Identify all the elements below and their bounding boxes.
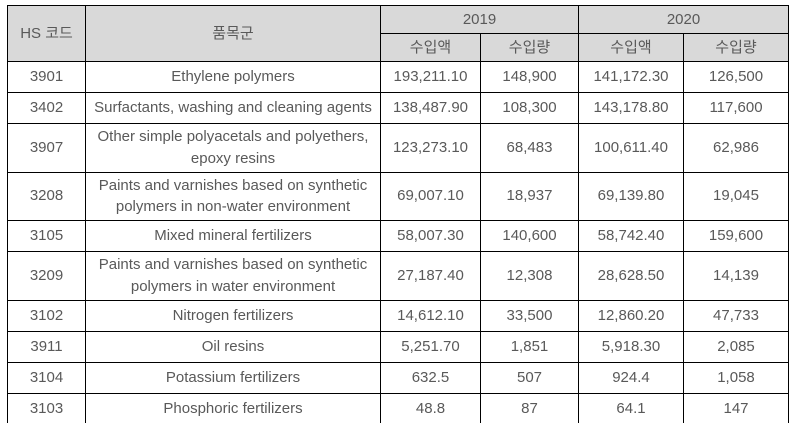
import-quantity-2019-cell: 18,937 xyxy=(480,171,579,221)
table-row: 3105 Mixed mineral fertilizers 58,007.30 14… xyxy=(7,220,789,252)
import-value-2020-cell: 924.4 xyxy=(578,361,684,394)
header-year-2020: 2020 xyxy=(578,5,789,34)
import-quantity-2019-cell: 148,900 xyxy=(480,61,579,93)
header-row-measures: 수입액 수입량 수입액 수입량 xyxy=(8,33,789,62)
import-quantity-2019-cell: 108,300 xyxy=(480,92,579,124)
header-2019-import-value: 수입액 xyxy=(380,33,481,62)
hs-code-cell: 3209 xyxy=(7,251,86,301)
import-value-2020-cell: 12,860.20 xyxy=(578,299,684,332)
table-row: 3911 Oil resins 5,251.70 1,851 5,918.30 2,085 xyxy=(7,330,789,363)
hs-code-cell: 3208 xyxy=(7,171,86,221)
import-value-2019-cell: 5,251.70 xyxy=(380,330,481,363)
hs-code-cell: 3402 xyxy=(7,92,86,124)
import-value-2019-cell: 69,007.10 xyxy=(380,171,481,221)
header-row-years: HS 코드 품목군 2019 2020 xyxy=(7,5,789,62)
product-group-cell: Paints and varnishes based on synthetic … xyxy=(85,171,381,221)
import-quantity-2019-cell: 87 xyxy=(480,392,579,423)
hs-code-cell: 3105 xyxy=(7,220,86,252)
hs-code-cell: 3103 xyxy=(7,392,86,423)
import-statistics-table: HS 코드 품목군 2019 2020 수입액 수입량 수입액 수입량 3901… xyxy=(7,5,789,423)
import-quantity-2020-cell: 47,733 xyxy=(683,299,789,332)
table-row: 3907 Other simple polyacetals and polyeth… xyxy=(7,123,789,173)
import-quantity-2019-cell: 33,500 xyxy=(480,299,579,332)
product-group-cell: Nitrogen fertilizers xyxy=(85,299,381,332)
hs-code-cell: 3901 xyxy=(7,61,86,93)
import-value-2020-cell: 58,742.40 xyxy=(578,220,684,252)
import-value-2019-cell: 138,487.90 xyxy=(380,92,481,124)
table-row: 3209 Paints and varnishes based on synthe… xyxy=(7,251,789,301)
table-row: 3102 Nitrogen fertilizers 14,612.10 33,500 1… xyxy=(7,299,789,332)
hs-code-cell: 3102 xyxy=(7,299,86,332)
import-value-2020-cell: 143,178.80 xyxy=(578,92,684,124)
table-row: 3104 Potassium fertilizers 632.5 507 924.4 1,… xyxy=(7,361,789,394)
hs-code-cell: 3907 xyxy=(7,123,86,173)
import-value-2020-cell: 141,172.30 xyxy=(578,61,684,93)
import-quantity-2020-cell: 19,045 xyxy=(683,171,789,221)
header-hs-code: HS 코드 xyxy=(7,5,86,62)
table-row: 3402 Surfactants, washing and cleaning ag… xyxy=(7,92,789,124)
import-quantity-2020-cell: 62,986 xyxy=(683,123,789,173)
import-value-2020-cell: 69,139.80 xyxy=(578,171,684,221)
import-value-2020-cell: 64.1 xyxy=(578,392,684,423)
product-group-cell: Other simple polyacetals and polyethers,… xyxy=(85,123,381,173)
product-group-cell: Paints and varnishes based on synthetic … xyxy=(85,251,381,301)
header-product-group: 품목군 xyxy=(85,5,381,62)
product-group-cell: Surfactants, washing and cleaning agents xyxy=(85,92,381,124)
import-quantity-2020-cell: 126,500 xyxy=(683,61,789,93)
import-value-2019-cell: 123,273.10 xyxy=(380,123,481,173)
import-value-2019-cell: 14,612.10 xyxy=(380,299,481,332)
import-quantity-2020-cell: 2,085 xyxy=(683,330,789,363)
product-group-cell: Potassium fertilizers xyxy=(85,361,381,394)
import-value-2020-cell: 100,611.40 xyxy=(578,123,684,173)
import-quantity-2019-cell: 507 xyxy=(480,361,579,394)
import-quantity-2020-cell: 159,600 xyxy=(683,220,789,252)
import-quantity-2020-cell: 14,139 xyxy=(683,251,789,301)
import-value-2019-cell: 632.5 xyxy=(380,361,481,394)
import-value-2019-cell: 48.8 xyxy=(380,392,481,423)
import-value-2020-cell: 28,628.50 xyxy=(578,251,684,301)
header-2020-import-quantity: 수입량 xyxy=(683,33,789,62)
import-value-2019-cell: 193,211.10 xyxy=(380,61,481,93)
table-row: 3103 Phosphoric fertilizers 48.8 87 64.1 147 xyxy=(7,392,789,423)
import-quantity-2020-cell: 1,058 xyxy=(683,361,789,394)
table-header: HS 코드 품목군 2019 2020 수입액 수입량 수입액 수입량 xyxy=(7,5,789,62)
import-quantity-2019-cell: 1,851 xyxy=(480,330,579,363)
import-quantity-2020-cell: 147 xyxy=(683,392,789,423)
import-quantity-2020-cell: 117,600 xyxy=(683,92,789,124)
product-group-cell: Mixed mineral fertilizers xyxy=(85,220,381,252)
import-value-2019-cell: 58,007.30 xyxy=(380,220,481,252)
hs-code-cell: 3104 xyxy=(7,361,86,394)
hs-code-cell: 3911 xyxy=(7,330,86,363)
import-quantity-2019-cell: 68,483 xyxy=(480,123,579,173)
import-quantity-2019-cell: 12,308 xyxy=(480,251,579,301)
table-row: 3208 Paints and varnishes based on synthe… xyxy=(7,171,789,221)
import-value-2020-cell: 5,918.30 xyxy=(578,330,684,363)
header-year-2019: 2019 xyxy=(380,5,579,34)
header-2020-import-value: 수입액 xyxy=(578,33,684,62)
table-row: 3901 Ethylene polymers 193,211.10 148,900 14… xyxy=(7,61,789,93)
product-group-cell: Oil resins xyxy=(85,330,381,363)
import-value-2019-cell: 27,187.40 xyxy=(380,251,481,301)
header-2019-import-quantity: 수입량 xyxy=(480,33,579,62)
product-group-cell: Phosphoric fertilizers xyxy=(85,392,381,423)
table-body: 3901 Ethylene polymers 193,211.10 148,900 14… xyxy=(7,61,789,423)
import-quantity-2019-cell: 140,600 xyxy=(480,220,579,252)
product-group-cell: Ethylene polymers xyxy=(85,61,381,93)
